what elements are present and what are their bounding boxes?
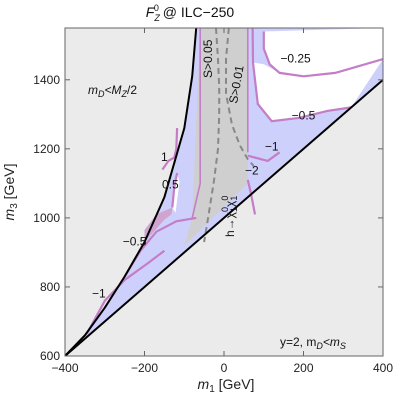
contour-label-3: −2: [245, 164, 259, 178]
higgs-band-label: h→χ10χ10: [220, 196, 239, 237]
left-boundary-line: [65, 28, 198, 356]
contour-label-7: −1: [92, 286, 106, 300]
contour-labels: −0.25 −0.5 −1 −2 1 0.5 −0.5 −1: [92, 52, 316, 301]
contour-line-7: [85, 249, 166, 335]
contour-line-4: [161, 128, 179, 171]
region-boundaries: [65, 28, 383, 356]
y2-annotation: y=2, mD<mS: [280, 335, 346, 351]
x-tick-label: 0: [221, 361, 228, 375]
diagonal-boundary-line: [65, 79, 383, 356]
dashed-curve-1: [225, 28, 255, 167]
chart-title: FZ0 @ ILC−250: [146, 3, 235, 23]
y-tick-label: 800: [40, 280, 60, 294]
x-tick-label: −400: [51, 361, 78, 375]
band-edge-left: [191, 28, 201, 219]
title-rest: @ ILC−250: [159, 4, 235, 20]
magenta-patch: [144, 207, 173, 243]
y-tick-label: 600: [40, 349, 60, 363]
y-tick-label: 1400: [33, 73, 60, 87]
contour-label-1: −0.5: [292, 108, 316, 122]
s001-label: S>0.01: [226, 64, 247, 105]
contour-label-4: 1: [161, 150, 168, 164]
x-tick-label: −200: [131, 361, 158, 375]
contour-label-0: −0.25: [280, 52, 311, 66]
y-axis-label: m3 [GeV]: [1, 164, 20, 221]
contour-line-2: [247, 151, 281, 163]
magenta-patch-area: [144, 207, 173, 243]
signal-dashed-curves: [203, 28, 255, 243]
contour-line-0: [262, 31, 383, 78]
contour-label-6: −0.5: [123, 235, 147, 249]
blank-area-upper-right: [263, 28, 383, 77]
contour-line-1: [251, 28, 352, 123]
contour-label-5: 0.5: [162, 178, 179, 192]
title-superscript: 0: [154, 3, 159, 13]
md-mz-annotation: mD<MZ/2: [88, 83, 137, 99]
x-axis-label: m1 [GeV]: [198, 376, 255, 395]
blank-area-left: [172, 173, 180, 213]
s005-label: S>0.05: [201, 39, 215, 78]
contour-line-5: [171, 172, 179, 208]
y-tick-label: 1200: [33, 142, 60, 156]
x-tick-label: 400: [373, 361, 393, 375]
contour-label-2: −1: [265, 140, 279, 154]
dashed-curve-0: [203, 28, 221, 243]
contour-lines: [85, 28, 383, 335]
axis-ticks: −400 −200 0 200 400 600 800 1000 1200 1400: [33, 28, 393, 375]
x-tick-label: 200: [293, 361, 313, 375]
title-subscript: Z: [153, 13, 160, 23]
y-tick-label: 1000: [33, 211, 60, 225]
